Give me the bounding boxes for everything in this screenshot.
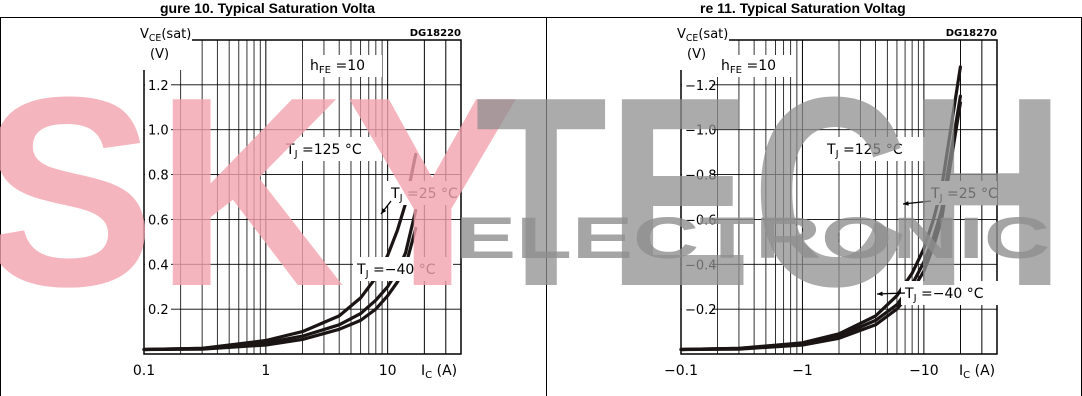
plot-frame: [143, 39, 462, 355]
y-tick-label-bg: [682, 255, 712, 272]
hfe-annotation: hFE =10: [721, 58, 776, 76]
y-tick-label: −1.0: [685, 124, 717, 139]
x-tick-label: −10: [909, 363, 939, 379]
series-label-arrowhead: [877, 291, 883, 297]
y-axis-label: VCE(sat): [677, 27, 728, 44]
y-tick-label-bg: [682, 75, 712, 92]
y-tick-label-bg: [682, 300, 712, 317]
y-tick-label: −0.4: [685, 258, 717, 273]
series-label-bg: [823, 137, 927, 161]
x-axis-label: IC (A): [959, 363, 995, 381]
right-saturation-chart: −0.2 −0.4 −0.6 −0.8 −1.0 −1.2 −0.1 −1 −10 IC (A) V…: [664, 26, 1001, 381]
x-tick-label: 0.1: [133, 363, 155, 379]
watermark-red-letters: SKY: [0, 42, 520, 343]
y-tick-label-bg: [145, 255, 171, 272]
hfe-annotation-bg: [306, 55, 382, 77]
y-tick-label-bg: [145, 165, 171, 182]
series-label-2: TJ =25 °C: [930, 186, 998, 204]
x-axis-label: IC (A): [421, 363, 457, 381]
series-label-bg: [901, 281, 1001, 305]
y-axis-unit: (V): [150, 47, 169, 62]
series-label-arrowhead: [903, 201, 909, 206]
left-caption: gure 10. Typical Saturation Volta: [160, 0, 375, 16]
figure-code: DG18220: [410, 28, 461, 39]
series-label-bg: [353, 257, 453, 281]
series-label-bg: [387, 181, 457, 205]
series-label-3: TJ =−40 °C: [356, 262, 436, 280]
watermark-electronic: ELECTRONIC: [455, 206, 1050, 271]
curve-series-3: [679, 101, 962, 352]
y-axis-label-bg: [138, 26, 192, 70]
y-tick-label-bg: [682, 210, 712, 227]
x-tick-label: −1: [792, 363, 813, 379]
series-label-bg: [927, 181, 997, 205]
series-label-1: TJ =125 °C: [826, 142, 903, 160]
hfe-annotation-bg: [717, 55, 793, 77]
y-tick-label: −0.2: [685, 303, 717, 318]
y-tick-label: −0.8: [685, 169, 717, 184]
x-tick-label: 10: [379, 363, 397, 379]
y-tick-label: 0.6: [148, 213, 169, 228]
y-axis-label: VCE(sat): [140, 27, 191, 44]
y-tick-label: −1.2: [685, 79, 717, 94]
y-tick-label: 0.2: [148, 303, 169, 318]
y-tick-label: 0.4: [148, 258, 169, 273]
y-tick-label: 1.0: [148, 124, 169, 139]
hfe-annotation: hFE =10: [310, 58, 365, 76]
figure-caption-strip: gure 10. Typical Saturation Volta re 11.…: [0, 0, 1082, 18]
watermark-gray-letters: TECH: [475, 42, 1065, 343]
y-tick-label: −0.6: [685, 213, 717, 228]
y-tick-label-bg: [682, 165, 712, 182]
series-label-bg: [282, 137, 382, 161]
series-label-2: TJ =25 °C: [390, 186, 458, 204]
y-tick-label-bg: [682, 120, 712, 137]
y-tick-label-bg: [145, 300, 171, 317]
left-saturation-chart: 0.2 0.4 0.6 0.8 1.0 1.2 0.1 1 10 IC (A) VCE(sat) (V…: [133, 26, 462, 381]
y-tick-label: 0.8: [148, 169, 169, 184]
series-label-1: TJ =125 °C: [285, 142, 362, 160]
y-tick-label-bg: [145, 210, 171, 227]
series-label-arrowhead: [381, 208, 387, 214]
x-tick-label: 1: [261, 363, 270, 379]
figure-code: DG18270: [946, 28, 997, 39]
series-label-3: TJ =−40 °C: [904, 286, 984, 304]
y-tick-label-bg: [145, 120, 171, 137]
right-caption: re 11. Typical Saturation Voltag: [700, 0, 906, 16]
y-tick-label-bg: [145, 75, 171, 92]
x-tick-label: −0.1: [664, 363, 698, 379]
y-tick-label: 1.2: [148, 79, 169, 94]
y-axis-unit: (V): [687, 47, 706, 62]
left-chart-panel: 0.2 0.4 0.6 0.8 1.0 1.2 0.1 1 10 IC (A) VCE(sat) (V…: [0, 18, 546, 396]
plot-area: 0.2 0.4 0.6 0.8 1.0 1.2: [142, 39, 462, 355]
